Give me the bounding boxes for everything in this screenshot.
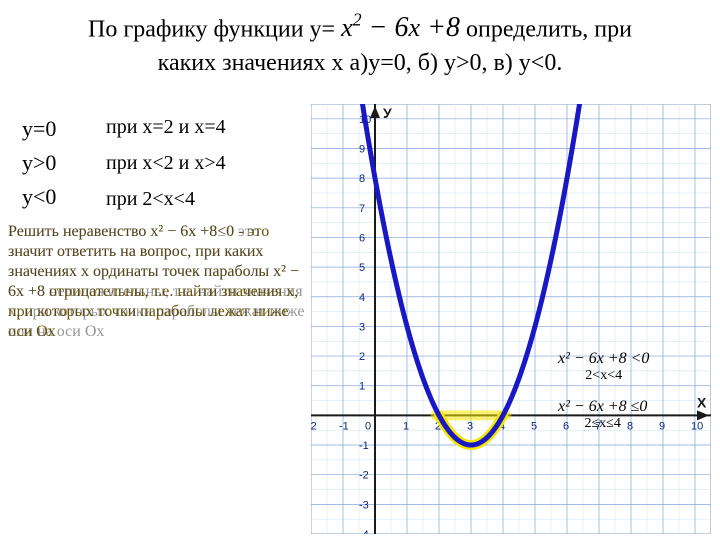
svg-text:10: 10 [691,420,703,432]
svg-text:1: 1 [359,381,365,393]
title-line1-prefix: По графику функции у= [88,16,341,42]
svg-text:9: 9 [359,143,365,155]
svg-text:Х: Х [697,394,707,410]
cond-1: у=0 [22,116,92,142]
svg-text:-3: -3 [359,499,369,511]
svg-text:-2: -2 [359,470,369,482]
svg-text:5: 5 [359,262,365,274]
explanation-overlay: Решить неравенство x² − 6x +8<0 - это зн… [8,222,308,342]
svg-text:7: 7 [359,203,365,215]
svg-text:5: 5 [531,420,537,432]
svg-text:6: 6 [359,232,365,244]
svg-text:1: 1 [403,420,409,432]
cond-3: у<0 [22,184,92,210]
conditions-column: у=0 у>0 у<0 [22,116,92,218]
title-line2: каких значениях x а)у=0, б) у>0, в) у<0. [158,50,563,76]
legend-ineq2: x² − 6x +8 ≤0 2≤x≤4 [558,398,647,432]
cond-2: у>0 [22,150,92,176]
svg-text:-2: -2 [311,420,317,432]
title-line1-suffix: определить, при [460,16,632,42]
svg-text:9: 9 [659,420,665,432]
parabola-chart: -2-1012345678910-4-3-2-112345678910ХУ [311,104,711,534]
svg-text:-4: -4 [359,529,369,534]
svg-text:У: У [383,105,392,121]
svg-text:0: 0 [365,420,371,432]
svg-text:3: 3 [359,321,365,333]
explanation-layer2: Решить неравенство x² − 6x +8≤0 это знач… [8,222,308,342]
svg-text:-1: -1 [339,420,349,432]
svg-text:4: 4 [359,292,365,304]
svg-text:-1: -1 [359,440,369,452]
title-fx: x2 − 6x +8 [341,12,460,43]
page-title: По графику функции у= x2 − 6x +8 определ… [0,8,720,80]
svg-text:8: 8 [359,173,365,185]
ans-3: при 2<х<4 [106,188,195,210]
answers-column: при х=2 и х=4 при х<2 и х>4 при 2<х<4 [106,116,226,224]
svg-text:3: 3 [467,420,473,432]
ans-2: при х<2 и х>4 [106,152,226,174]
svg-text:2: 2 [359,351,365,363]
chart-svg: -2-1012345678910-4-3-2-112345678910ХУ [311,104,711,534]
legend-ineq1: x² − 6x +8 <0 2<x<4 [558,350,649,384]
ans-1: при х=2 и х=4 [106,116,226,138]
